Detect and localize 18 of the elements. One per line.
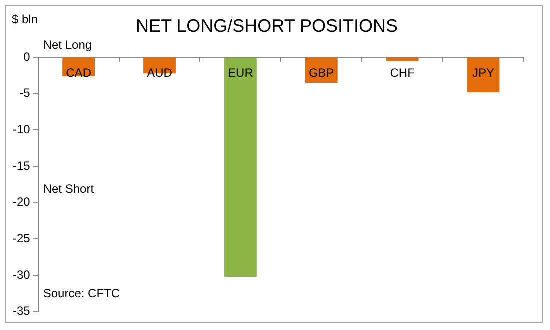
x-tick-label: CAD [66, 66, 92, 80]
x-tick-label: CHF [390, 66, 415, 80]
chart-title: NET LONG/SHORT POSITIONS [136, 16, 398, 36]
text: Net Long [43, 38, 92, 52]
annotation: Net Short [43, 182, 95, 196]
annotation: Source: CFTC [43, 286, 120, 300]
y-tick-label: -30 [13, 268, 31, 282]
y-tick-label: 0 [24, 50, 31, 64]
y-axis-title: $ bln [12, 12, 38, 26]
y-tick-label: -15 [13, 158, 31, 173]
x-tick-label: EUR [228, 66, 254, 80]
x-tick-label: GBP [308, 66, 334, 80]
y-tick-label: -5 [20, 86, 31, 100]
x-tick-label: JPY [472, 66, 495, 80]
y-tick-label: -35 [13, 304, 31, 318]
y-tick-label: -10 [13, 122, 31, 137]
y-tick-label: -20 [13, 195, 31, 210]
y-tick-label: -25 [13, 231, 31, 246]
